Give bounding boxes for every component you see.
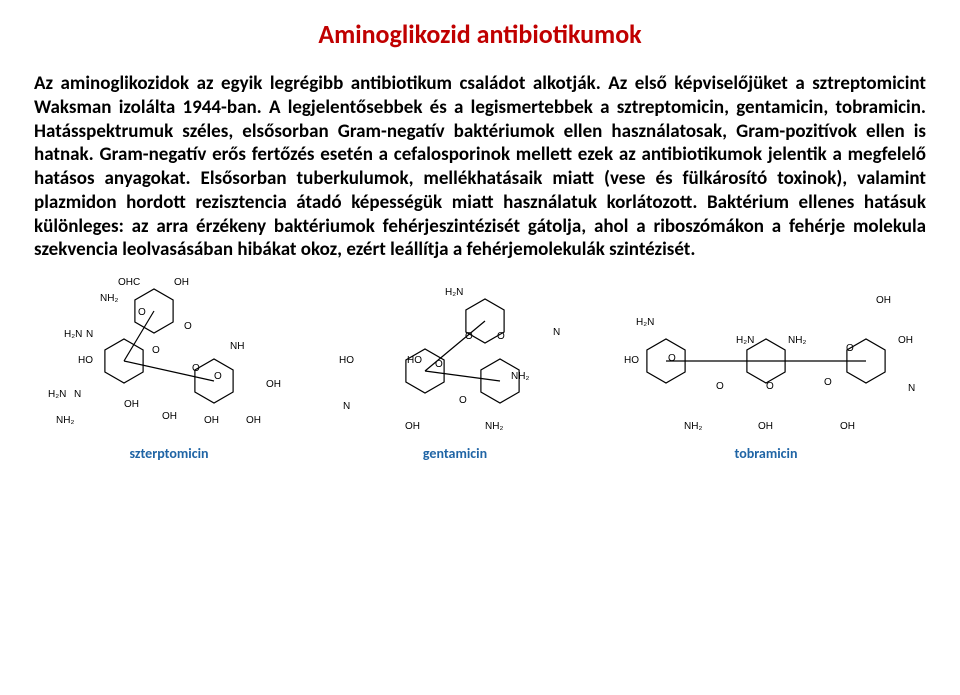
svg-text:HO: HO — [78, 355, 93, 366]
svg-text:OH: OH — [898, 335, 913, 346]
svg-text:O: O — [766, 381, 774, 392]
svg-text:OH: OH — [758, 421, 773, 431]
svg-text:H₂N: H₂N — [48, 389, 66, 400]
svg-text:NH: NH — [230, 341, 244, 352]
svg-text:HO: HO — [339, 355, 354, 366]
structure-1: H₂N O O N HO HO O NH₂ N O OH NH₂ gentamicin — [325, 281, 585, 462]
structure-label: tobramicin — [735, 445, 798, 462]
svg-text:OH: OH — [405, 421, 420, 431]
svg-text:O: O — [465, 331, 473, 342]
page-title: Aminoglikozid antibiotikumok — [34, 18, 926, 50]
svg-text:H₂N: H₂N — [64, 329, 82, 340]
svg-text:HO: HO — [624, 355, 639, 366]
svg-text:O: O — [152, 345, 160, 356]
svg-text:NH₂: NH₂ — [788, 335, 806, 346]
svg-text:OH: OH — [246, 415, 261, 426]
svg-text:NH₂: NH₂ — [684, 421, 702, 431]
svg-text:O: O — [497, 331, 505, 342]
svg-text:OH: OH — [204, 415, 219, 426]
svg-text:O: O — [668, 353, 676, 364]
structure-diagram: OHC OH NH₂ O O H₂N N O NH HO O O OH H₂N N OH OH OH NH₂ OH — [44, 271, 294, 431]
structure-diagram: H₂N O O N HO HO O NH₂ N O OH NH₂ — [325, 281, 585, 431]
svg-text:H₂N: H₂N — [736, 335, 754, 346]
svg-text:OH: OH — [876, 295, 891, 306]
svg-text:NH₂: NH₂ — [908, 383, 916, 394]
svg-text:O: O — [214, 371, 222, 382]
structure-0: OHC OH NH₂ O O H₂N N O NH HO O O OH H₂N N OH OH OH NH₂ OH sz… — [44, 271, 294, 462]
svg-text:O: O — [846, 343, 854, 354]
svg-text:O: O — [435, 359, 443, 370]
svg-text:OH: OH — [162, 411, 177, 422]
svg-text:O: O — [192, 363, 200, 374]
svg-text:N: N — [553, 327, 560, 338]
svg-text:N: N — [74, 389, 81, 400]
svg-text:N: N — [86, 329, 93, 340]
structure-2: OH H₂N H₂N NH₂ O OH HO O O O O NH₂ NH₂ OH OH tobramicin — [616, 281, 916, 462]
body-paragraph: Az aminoglikozidok az egyik legrégibb an… — [34, 72, 926, 262]
svg-text:H₂N: H₂N — [636, 317, 654, 328]
svg-text:NH₂: NH₂ — [511, 371, 529, 382]
svg-text:O: O — [138, 307, 146, 318]
structure-label: gentamicin — [423, 445, 487, 462]
svg-text:HO: HO — [407, 355, 422, 366]
svg-text:OH: OH — [266, 379, 281, 390]
svg-text:NH₂: NH₂ — [100, 293, 118, 304]
svg-text:NH₂: NH₂ — [56, 415, 74, 426]
svg-text:OH: OH — [174, 277, 189, 288]
svg-text:OH: OH — [124, 399, 139, 410]
svg-text:N: N — [343, 401, 350, 412]
svg-text:OH: OH — [840, 421, 855, 431]
svg-text:O: O — [459, 395, 467, 406]
svg-text:OHC: OHC — [118, 277, 140, 288]
svg-text:O: O — [716, 381, 724, 392]
svg-text:O: O — [824, 377, 832, 388]
svg-text:NH₂: NH₂ — [485, 421, 503, 431]
structure-diagram: OH H₂N H₂N NH₂ O OH HO O O O O NH₂ NH₂ OH OH — [616, 281, 916, 431]
structure-label: szterptomicin — [129, 445, 208, 462]
svg-text:H₂N: H₂N — [445, 287, 463, 298]
svg-text:O: O — [184, 321, 192, 332]
chemical-structures-row: OHC OH NH₂ O O H₂N N O NH HO O O OH H₂N N OH OH OH NH₂ OH sz… — [34, 262, 926, 462]
